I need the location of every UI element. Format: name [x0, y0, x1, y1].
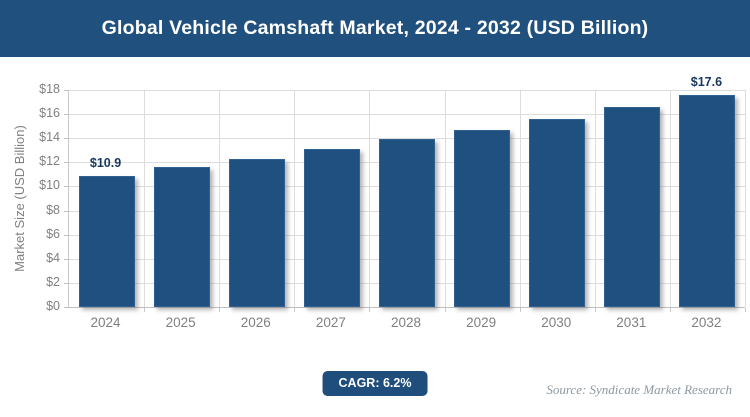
cagr-badge: CAGR: 6.2%: [322, 371, 428, 396]
x-tick-mark: [144, 308, 146, 312]
y-tick-label: $10: [39, 178, 60, 193]
bar-2032: [679, 94, 736, 307]
gridline-vertical: [745, 90, 746, 307]
y-tick-label: $14: [39, 130, 60, 145]
gridline-horizontal: [69, 90, 745, 91]
gridline-vertical: [519, 90, 521, 307]
plot-area: [64, 90, 746, 312]
x-tick-mark: [444, 308, 446, 312]
y-tick-label: $16: [39, 106, 60, 121]
y-tick-label: $18: [39, 82, 60, 96]
y-tick-label: $8: [46, 202, 60, 217]
gridline-horizontal: [69, 138, 745, 140]
y-tick-mark: [64, 114, 68, 116]
bar-2027: [303, 149, 360, 307]
gridline-vertical: [444, 90, 446, 307]
x-tick-mark: [745, 308, 746, 312]
bar-2031: [604, 106, 661, 307]
x-tick-mark: [519, 308, 521, 312]
gridline-vertical: [144, 90, 146, 307]
x-tick-mark: [294, 308, 296, 312]
chart-title: Global Vehicle Camshaft Market, 2024 - 2…: [101, 17, 649, 39]
y-tick-label: $12: [39, 154, 60, 169]
bar-2024: [78, 175, 135, 307]
x-label-2026: 2026: [240, 315, 271, 330]
x-tick-mark: [594, 308, 596, 312]
y-tick-mark: [64, 258, 68, 260]
value-label-2024: $10.9: [89, 155, 122, 170]
gridline-vertical: [369, 90, 371, 307]
y-tick-mark: [64, 307, 68, 308]
x-label-2032: 2032: [691, 315, 722, 330]
x-tick-mark: [219, 308, 221, 312]
bar-2026: [228, 158, 285, 307]
x-tick-mark: [369, 308, 371, 312]
x-label-2025: 2025: [165, 315, 196, 330]
chart-title-banner: Global Vehicle Camshaft Market, 2024 - 2…: [0, 0, 750, 57]
bar-2030: [529, 118, 586, 307]
y-tick-label: $2: [46, 274, 60, 289]
bar-2025: [153, 167, 210, 307]
y-tick-mark: [64, 138, 68, 140]
y-tick-mark: [64, 162, 68, 164]
gridline-vertical: [294, 90, 296, 307]
y-tick-mark: [64, 282, 68, 284]
y-tick-label: $4: [46, 250, 60, 265]
x-label-2027: 2027: [315, 315, 346, 330]
y-tick-mark: [64, 186, 68, 188]
gridline-horizontal: [69, 114, 745, 116]
y-tick-mark: [64, 234, 68, 236]
x-label-2030: 2030: [541, 315, 572, 330]
y-tick-label: $0: [46, 299, 60, 313]
x-label-2024: 2024: [90, 315, 121, 330]
bar-2029: [454, 129, 511, 307]
y-tick-mark: [64, 90, 68, 91]
value-label-2032: $17.6: [690, 74, 723, 89]
bar-2028: [379, 139, 435, 307]
source-note: Source: Syndicate Market Research: [546, 382, 732, 397]
x-label-2031: 2031: [616, 315, 647, 330]
y-tick-mark: [64, 210, 68, 212]
gridline-vertical: [669, 90, 671, 307]
gridline-vertical: [594, 90, 596, 307]
x-label-2029: 2029: [466, 315, 497, 330]
gridline-vertical: [219, 90, 221, 307]
x-tick-mark: [669, 308, 671, 312]
x-label-2028: 2028: [390, 315, 422, 330]
y-tick-label: $6: [46, 226, 60, 241]
